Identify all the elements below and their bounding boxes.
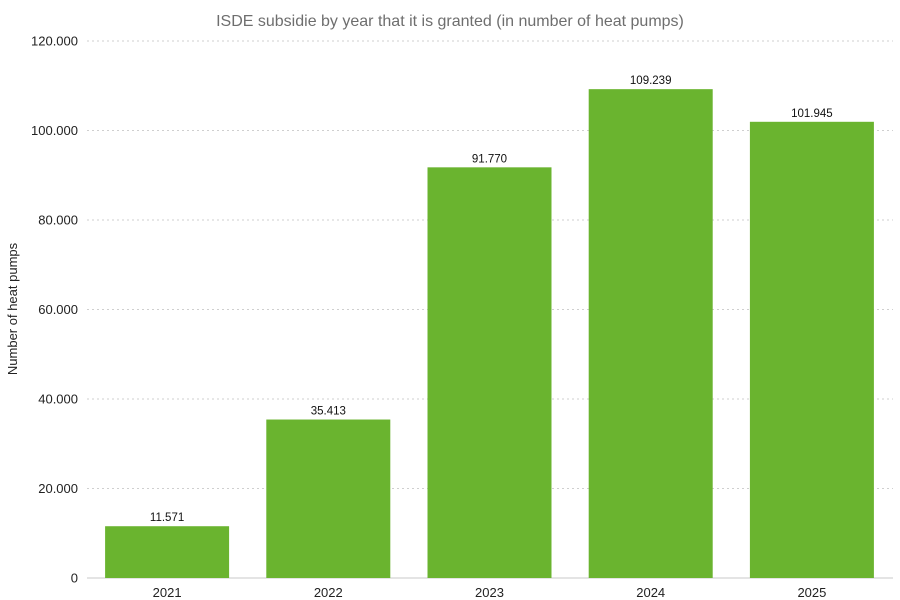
y-axis-label: Number of heat pumps: [5, 242, 20, 375]
x-tick-label: 2024: [636, 585, 665, 600]
bar-2021: [105, 526, 230, 578]
y-tick-label: 80.000: [38, 213, 78, 228]
data-label: 35.413: [311, 406, 346, 418]
data-label: 109.239: [630, 75, 672, 87]
x-tick-label: 2025: [797, 585, 826, 600]
x-tick-label: 2023: [475, 585, 504, 600]
data-label: 101.945: [791, 108, 833, 120]
data-label: 11.571: [150, 512, 184, 524]
y-tick-label: 100.000: [31, 123, 78, 138]
y-tick-label: 0: [71, 571, 78, 586]
y-tick-label: 40.000: [38, 392, 78, 407]
bar-2023: [427, 167, 552, 578]
data-label: 91.770: [472, 153, 507, 165]
bar-2024: [588, 89, 713, 579]
bar-2025: [749, 121, 874, 578]
chart-title: ISDE subsidie by year that it is granted…: [216, 13, 684, 30]
x-tick-label: 2021: [153, 585, 182, 600]
bar-2022: [266, 419, 391, 578]
y-tick-label: 120.000: [31, 34, 78, 49]
y-tick-label: 20.000: [38, 481, 78, 496]
x-tick-label: 2022: [314, 585, 343, 600]
y-tick-label: 60.000: [38, 302, 78, 317]
